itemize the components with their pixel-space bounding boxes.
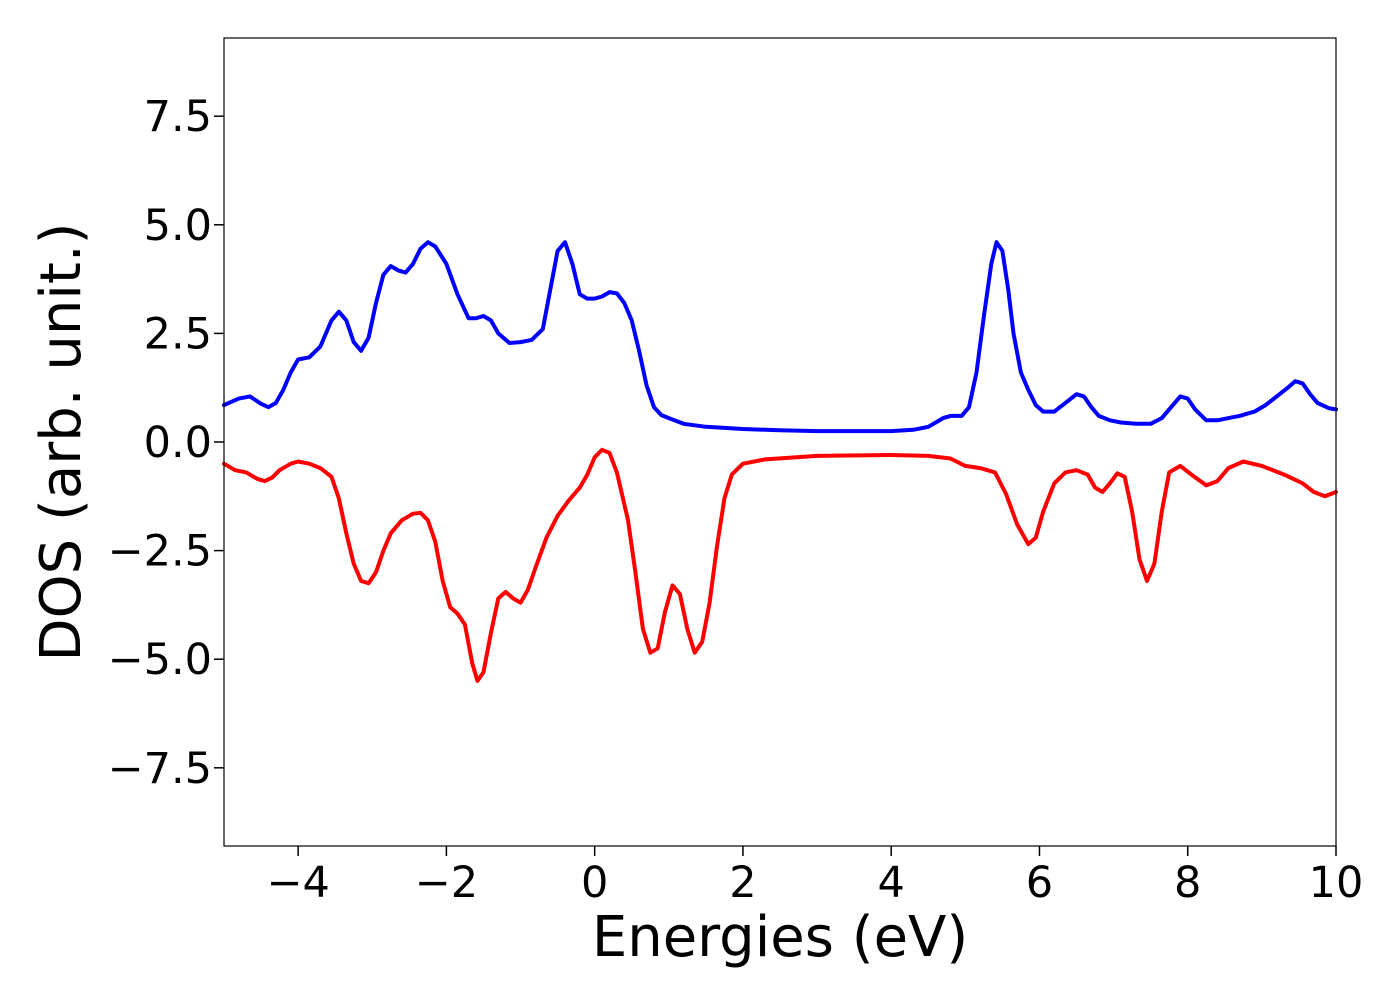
x-tick-label: 10 <box>1309 858 1364 908</box>
series-layer <box>222 240 1338 683</box>
y-axis-label: DOS (arb. unit.) <box>29 222 94 661</box>
x-axis-label: Energies (eV) <box>592 905 968 970</box>
series-line-2 <box>222 447 1338 683</box>
y-tick-label: 5.0 <box>144 201 212 251</box>
x-tick-label: 6 <box>1026 858 1053 908</box>
x-tick-label: 4 <box>878 858 905 908</box>
x-tick-label: 2 <box>729 858 756 908</box>
x-tick-label: 8 <box>1174 858 1201 908</box>
y-tick-label: −5.0 <box>108 635 212 685</box>
y-tick-label: 0.0 <box>144 418 212 468</box>
series-line-1 <box>222 240 1338 434</box>
x-tick-label: −2 <box>415 858 478 908</box>
x-tick-label: −4 <box>266 858 329 908</box>
ticks-layer: −4 −2 0 2 4 6 8 10 −7.5 −5.0 −2.5 0.0 2.5 5.0 7.5 <box>108 92 1364 908</box>
y-tick-label: −7.5 <box>108 744 212 794</box>
x-tick-label: 0 <box>581 858 608 908</box>
y-tick-label: 7.5 <box>144 92 212 142</box>
y-tick-label: 2.5 <box>144 309 212 359</box>
y-tick-label: −2.5 <box>108 527 212 577</box>
